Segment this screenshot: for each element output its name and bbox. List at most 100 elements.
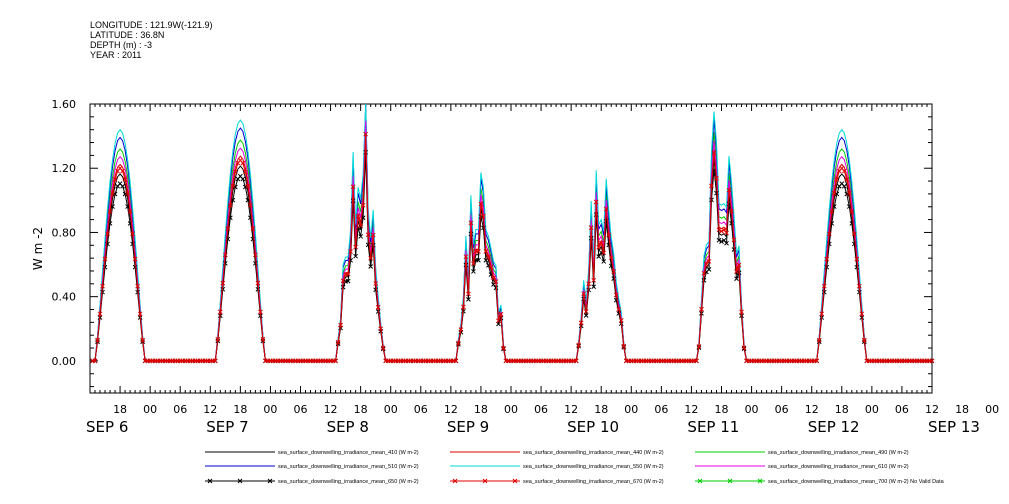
series-point xyxy=(370,232,376,238)
x-tick-label: 06 xyxy=(895,403,909,416)
longitude-label: LONGITUDE : 121.9W(-121.9) xyxy=(90,20,213,30)
series-point xyxy=(225,226,231,231)
series-point xyxy=(824,256,830,262)
legend-marker xyxy=(757,478,763,484)
series-point xyxy=(598,240,604,246)
chart-labels: 18 00 06 12 18 00 06 12 18 00 06 12 18 00 06 12 18 00 06 12… xyxy=(31,98,999,436)
series-point xyxy=(841,168,847,174)
latitude-label: LATITUDE : 36.8N xyxy=(90,30,165,40)
series-point xyxy=(375,309,381,314)
series-point xyxy=(456,340,461,346)
series-point xyxy=(816,337,822,343)
series-point xyxy=(849,209,855,214)
x-tick-label: 18 xyxy=(354,403,368,416)
series-point xyxy=(578,320,584,326)
legend-marker xyxy=(697,478,703,484)
series-point xyxy=(253,252,258,258)
legend-label: sea_surface_downwelling_irradiance_mean_… xyxy=(278,479,419,485)
series-point xyxy=(245,183,251,189)
series-point xyxy=(232,169,238,175)
series-point xyxy=(501,345,506,351)
series-point xyxy=(601,259,607,264)
series-point xyxy=(586,287,592,293)
series-point xyxy=(729,208,734,214)
legend-marker xyxy=(207,478,213,484)
series-point xyxy=(215,336,221,342)
series-point xyxy=(856,289,862,295)
year-label: YEAR : 2011 xyxy=(90,50,142,60)
chart-legend: sea_surface_downwelling_irradiance_mean_… xyxy=(205,450,945,485)
series-point xyxy=(140,337,145,343)
series-point xyxy=(365,232,371,238)
x-tick-label: 12 xyxy=(805,403,819,416)
series-point xyxy=(373,281,379,286)
series-point xyxy=(240,176,246,182)
series-point xyxy=(453,358,459,364)
series-point xyxy=(736,262,742,268)
series-point xyxy=(616,306,622,312)
series-point xyxy=(135,289,140,295)
series-point xyxy=(714,190,719,196)
series-point xyxy=(260,336,266,342)
series-point xyxy=(476,249,481,254)
series-point xyxy=(496,318,501,324)
series-point xyxy=(581,291,587,297)
series-point xyxy=(380,345,386,351)
series-point xyxy=(741,345,747,351)
series-point xyxy=(483,249,489,254)
series-point xyxy=(826,231,832,237)
series-point xyxy=(859,311,865,317)
series-point xyxy=(856,283,862,289)
x-tick-label: 00 xyxy=(504,403,518,416)
series-point xyxy=(107,209,113,214)
series-point xyxy=(110,190,115,196)
series-point xyxy=(463,254,469,260)
series-point xyxy=(829,209,835,214)
day-label: SEP 9 xyxy=(447,418,489,436)
series-point xyxy=(335,339,341,345)
series-point xyxy=(739,309,744,315)
series-line xyxy=(92,103,932,362)
series-point xyxy=(125,190,130,196)
series-point xyxy=(714,176,719,181)
series-point xyxy=(694,358,699,364)
day-label: SEP 6 xyxy=(86,418,128,436)
series-point xyxy=(841,183,847,189)
series-point xyxy=(821,283,827,289)
series-point xyxy=(122,177,128,182)
series-line xyxy=(92,120,932,362)
y-tick-label: 1.60 xyxy=(52,98,77,111)
series-point xyxy=(458,327,464,333)
series-point xyxy=(338,322,343,328)
legend-marker xyxy=(237,478,243,484)
series-point xyxy=(586,281,592,287)
series-point xyxy=(127,209,133,214)
series-point xyxy=(719,228,724,234)
series-point xyxy=(95,337,100,343)
x-tick-label: 12 xyxy=(444,403,458,416)
series-point xyxy=(593,199,599,205)
series-point xyxy=(105,231,110,237)
series-point xyxy=(611,269,617,274)
series-point xyxy=(854,256,860,262)
series-point xyxy=(608,255,614,261)
legend-label: sea_surface_downwelling_irradiance_mean_… xyxy=(278,464,419,470)
series-point xyxy=(478,201,484,207)
series-point xyxy=(471,269,476,274)
day-label: SEP 11 xyxy=(687,418,739,436)
x-tick-label: 00 xyxy=(985,403,999,416)
series-point xyxy=(726,187,732,193)
series-point xyxy=(709,183,714,189)
series-point xyxy=(583,309,589,314)
series-point xyxy=(135,283,140,289)
series-point xyxy=(258,309,263,315)
series-point xyxy=(212,358,218,364)
series-point xyxy=(243,184,248,190)
series-point xyxy=(596,254,602,259)
series-point xyxy=(846,190,852,196)
series-point xyxy=(606,232,612,238)
day-label: SEP 13 xyxy=(928,418,980,436)
x-tick-label: 06 xyxy=(534,403,548,416)
series-point xyxy=(583,313,589,318)
legend-marker xyxy=(267,478,273,484)
